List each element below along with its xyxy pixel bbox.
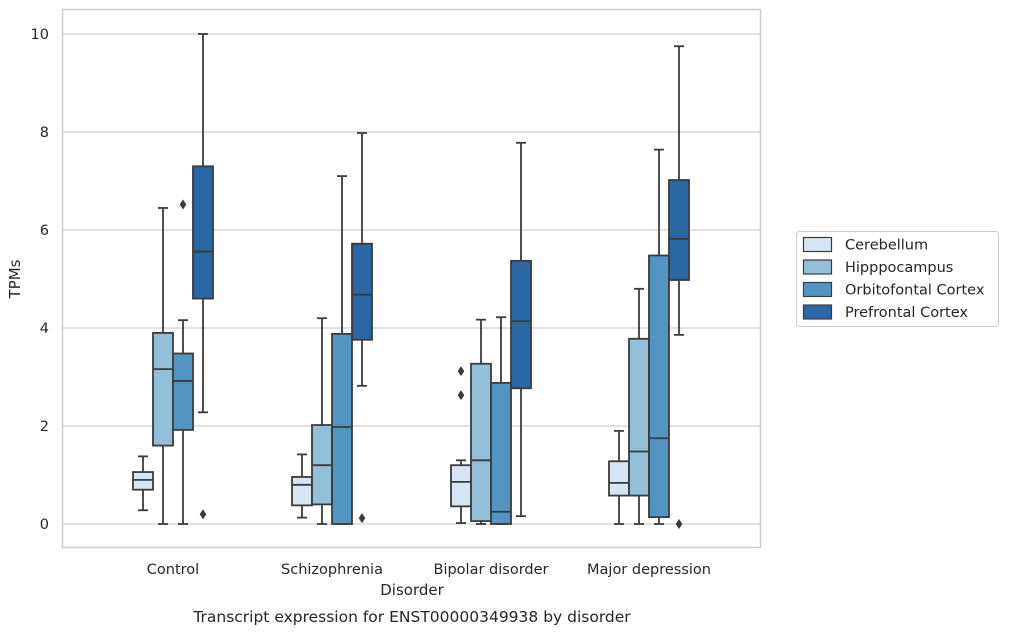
box-iqr (668, 179, 690, 281)
legend-swatch (802, 259, 833, 275)
box-iqr (331, 332, 353, 525)
legend-swatch (802, 236, 833, 253)
box-layer (132, 33, 690, 529)
box-orbitofontal-cortex-3 (648, 148, 670, 525)
box-prefrontal-cortex-2 (510, 141, 532, 518)
legend-swatch (802, 281, 833, 298)
box-hipppocampus-3 (628, 287, 650, 525)
y-tick-label: 10 (31, 27, 49, 43)
x-tick-label: Control (147, 562, 199, 578)
legend-label: Prefrontal Cortex (845, 305, 968, 321)
box-hipppocampus-1 (311, 317, 333, 525)
box-iqr (152, 331, 174, 447)
legend-label: Orbitofontal Cortex (845, 283, 985, 299)
y-tick-label: 4 (40, 321, 49, 337)
box-hipppocampus-2 (470, 318, 492, 525)
x-tick-labels: Control Schizophrenia Bipolar disorder Majo… (147, 562, 711, 578)
y-axis-label: TPMs (6, 259, 24, 299)
y-tick-label: 0 (40, 517, 49, 533)
y-tick-labels: 0 2 4 6 8 10 (31, 27, 49, 533)
box-iqr (510, 259, 532, 390)
box-iqr (450, 464, 472, 508)
legend: Cerebellum Hipppocampus Orbitofontal Corte… (796, 231, 999, 327)
x-tick-label: Major depression (587, 562, 711, 578)
box-iqr (132, 471, 154, 491)
outlier-point (675, 519, 683, 529)
box-iqr (351, 242, 373, 341)
legend-swatch (802, 304, 833, 320)
box-prefrontal-cortex-0 (192, 33, 214, 520)
box-orbitofontal-cortex-0 (172, 199, 194, 525)
box-prefrontal-cortex-1 (351, 132, 373, 524)
box-iqr (192, 165, 214, 300)
y-tick-label: 2 (40, 419, 49, 435)
outlier-point (457, 366, 465, 377)
box-cerebellum-0 (132, 455, 154, 512)
plot-frame (61, 8, 762, 549)
legend-label: Cerebellum (845, 238, 928, 254)
box-cerebellum-3 (608, 429, 630, 525)
box-cerebellum-1 (291, 453, 313, 519)
box-orbitofontal-cortex-2 (490, 316, 512, 525)
x-tick-label: Schizophrenia (281, 562, 383, 578)
x-tick-label: Bipolar disorder (434, 562, 549, 578)
box-iqr (470, 362, 492, 522)
box-iqr (291, 476, 313, 507)
box-prefrontal-cortex-3 (668, 45, 690, 529)
y-tick-label: 6 (40, 223, 49, 239)
outlier-point (179, 199, 187, 210)
legend-frame (796, 231, 999, 327)
box-hipppocampus-0 (152, 207, 174, 525)
y-tick-label: 8 (40, 125, 49, 141)
x-axis-label: Disorder (380, 581, 444, 599)
outlier-point (457, 390, 465, 401)
outlier-point (358, 513, 366, 524)
legend-label: Hipppocampus (845, 260, 953, 276)
box-orbitofontal-cortex-1 (331, 175, 353, 525)
legend-items: Cerebellum Hipppocampus Orbitofontal Corte… (802, 236, 985, 321)
box-iqr (628, 337, 650, 497)
box-iqr (648, 254, 670, 519)
box-iqr (490, 381, 512, 525)
box-iqr (172, 352, 194, 431)
outlier-point (199, 509, 207, 520)
chart-caption: Transcript expression for ENST0000034993… (192, 608, 631, 626)
box-iqr (608, 460, 630, 497)
box-cerebellum-2 (450, 366, 472, 524)
